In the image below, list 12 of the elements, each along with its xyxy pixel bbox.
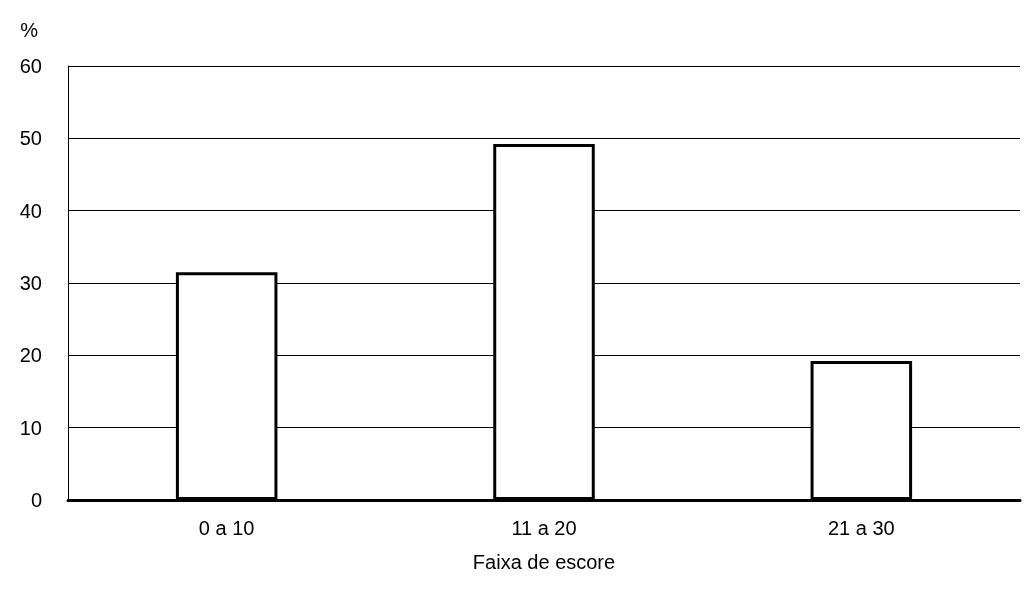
y-tick-label: 10	[19, 416, 42, 439]
y-tick-label: 20	[19, 344, 42, 367]
y-tick-label: 40	[19, 199, 42, 222]
y-tick-label: 30	[19, 272, 42, 294]
x-axis-title: Faixa de escore	[472, 551, 616, 573]
y-tick-label: 60	[19, 55, 42, 77]
x-tick-label: 11 a 20	[511, 517, 577, 539]
y-tick-label: 50	[19, 127, 42, 150]
x-tick-label: 0 a 10	[198, 517, 255, 539]
x-tick-label: 21 a 30	[827, 517, 895, 539]
y-tick-label: 0	[30, 489, 42, 511]
y-axis-title: %	[20, 19, 39, 41]
